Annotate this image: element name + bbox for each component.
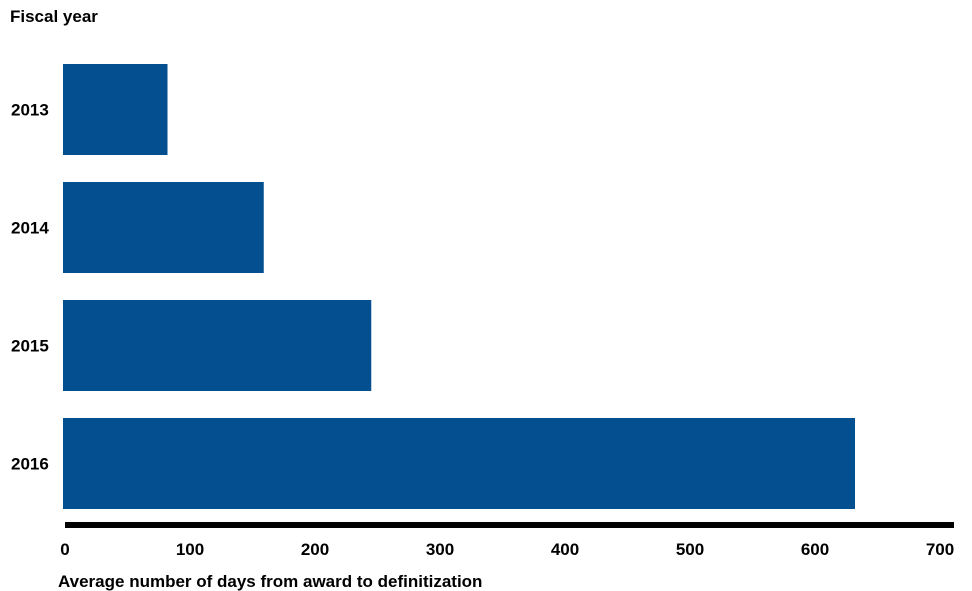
bars xyxy=(63,64,855,509)
bar-2014 xyxy=(63,182,264,273)
x-tick-label-400: 400 xyxy=(551,540,579,559)
x-tick-label-200: 200 xyxy=(301,540,329,559)
category-label-2015: 2015 xyxy=(11,337,49,356)
x-tick-label-600: 600 xyxy=(801,540,829,559)
x-tick-label-0: 0 xyxy=(60,540,69,559)
y-axis-title: Fiscal year xyxy=(10,7,98,26)
bar-2015 xyxy=(63,300,372,391)
x-tick-label-300: 300 xyxy=(426,540,454,559)
bar-2013 xyxy=(63,64,168,155)
category-labels: 2013 2014 2015 2016 xyxy=(11,101,49,474)
x-tick-label-100: 100 xyxy=(176,540,204,559)
x-tick-label-500: 500 xyxy=(676,540,704,559)
category-label-2014: 2014 xyxy=(11,219,49,238)
category-label-2016: 2016 xyxy=(11,455,49,474)
x-tick-labels: 0 100 200 300 400 500 600 700 xyxy=(60,540,954,559)
bar-2016 xyxy=(63,418,855,509)
x-tick-label-700: 700 xyxy=(926,540,954,559)
x-axis-title: Average number of days from award to def… xyxy=(58,572,482,591)
category-label-2013: 2013 xyxy=(11,101,49,120)
